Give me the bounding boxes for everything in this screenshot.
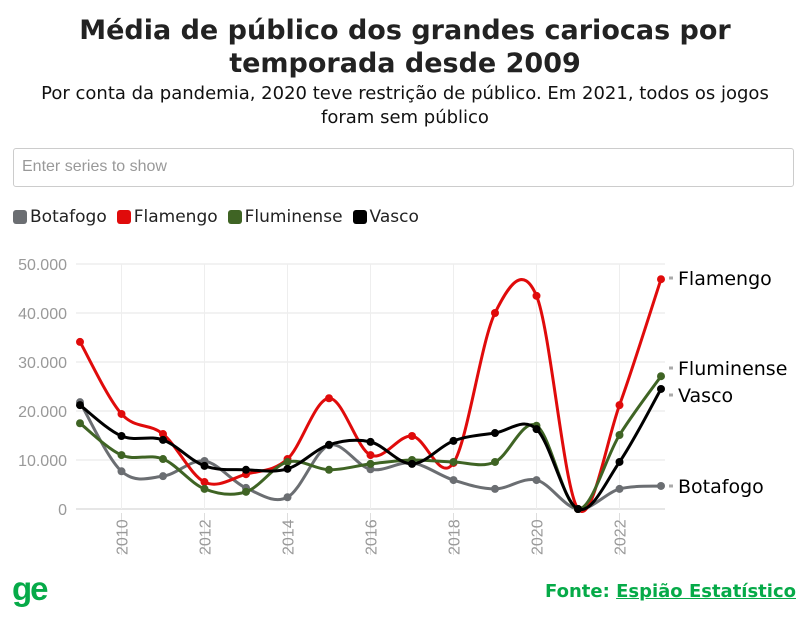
data-point: [242, 465, 250, 474]
data-point: [491, 484, 499, 493]
source-label: Fonte:: [545, 581, 610, 602]
legend-item-flamengo[interactable]: Flamengo: [116, 207, 218, 227]
x-tick-label: 2022: [613, 519, 630, 555]
y-tick-label: 30.000: [18, 355, 67, 372]
legend-swatch: [227, 210, 242, 224]
data-point: [325, 394, 333, 403]
data-point: [283, 457, 292, 466]
source-credit: Fonte: Espião Estatístico: [545, 581, 796, 602]
series-end-label: Botafogo: [678, 476, 764, 498]
y-tick-label: 40.000: [18, 306, 67, 323]
data-point: [615, 431, 624, 440]
data-point: [491, 429, 499, 438]
data-point: [657, 275, 665, 284]
series-end-label: Flamengo: [678, 268, 772, 290]
data-point: [532, 291, 541, 300]
data-point: [615, 457, 624, 466]
data-point: [366, 451, 375, 460]
data-point: [449, 436, 458, 445]
data-point: [117, 409, 126, 418]
data-point: [159, 435, 167, 444]
x-tick-label: 2018: [447, 519, 464, 555]
legend-item-fluminense[interactable]: Fluminense: [227, 207, 343, 227]
data-point: [449, 457, 458, 466]
data-point: [200, 461, 209, 470]
legend-label: Fluminense: [244, 207, 343, 227]
data-point: [200, 478, 209, 487]
legend-item-vasco[interactable]: Vasco: [352, 207, 419, 227]
chart-subtitle: Por conta da pandemia, 2020 teve restriç…: [41, 83, 769, 128]
legend-item-botafogo[interactable]: Botafogo: [13, 207, 107, 227]
data-point: [283, 493, 292, 502]
data-point: [657, 384, 665, 393]
series-search-input[interactable]: Enter series to show: [13, 148, 794, 187]
legend-label: Botafogo: [30, 207, 107, 227]
data-point: [117, 451, 126, 460]
data-point: [408, 459, 416, 468]
series-end-label: Fluminense: [678, 358, 787, 380]
x-tick-label: 2016: [364, 519, 381, 555]
data-point: [76, 419, 84, 428]
chart-title: Média de público dos grandes cariocas po…: [79, 15, 731, 79]
data-point: [532, 425, 541, 434]
data-point: [615, 484, 624, 493]
ge-logo: ge: [12, 570, 48, 607]
data-point: [491, 457, 499, 466]
data-point: [657, 481, 665, 490]
legend-swatch: [116, 210, 131, 224]
data-point: [325, 440, 333, 449]
data-point: [366, 459, 375, 468]
legend-label: Vasco: [369, 207, 419, 227]
data-point: [159, 472, 167, 481]
data-point: [366, 437, 375, 446]
data-point: [657, 372, 665, 381]
data-point: [615, 401, 624, 410]
data-point: [325, 465, 333, 474]
data-point: [283, 464, 292, 473]
y-tick-label: 50.000: [18, 257, 67, 274]
data-point: [532, 476, 541, 485]
data-point: [159, 430, 167, 439]
data-point: [159, 455, 167, 464]
legend-swatch: [352, 210, 367, 224]
data-point: [76, 337, 84, 346]
data-point: [408, 431, 416, 440]
y-tick-label: 20.000: [18, 404, 67, 421]
legend-swatch: [13, 210, 27, 224]
data-point: [76, 401, 84, 410]
x-tick-label: 2014: [281, 519, 298, 555]
x-tick-label: 2020: [530, 519, 547, 555]
data-point: [117, 431, 126, 440]
y-tick-label: 0: [58, 502, 67, 519]
legend: Botafogo Flamengo Fluminense Vasco: [13, 207, 419, 227]
x-tick-label: 2010: [115, 519, 132, 555]
data-point: [242, 487, 250, 496]
x-tick-label: 2012: [198, 519, 215, 555]
data-point: [449, 476, 458, 485]
data-point: [491, 309, 499, 317]
data-point: [117, 467, 126, 476]
legend-label: Flamengo: [133, 207, 218, 227]
source-link[interactable]: Espião Estatístico: [616, 581, 796, 602]
series-end-label: Vasco: [678, 385, 733, 407]
data-point: [200, 484, 209, 493]
data-point: [574, 505, 582, 513]
y-tick-label: 10.000: [18, 453, 67, 470]
